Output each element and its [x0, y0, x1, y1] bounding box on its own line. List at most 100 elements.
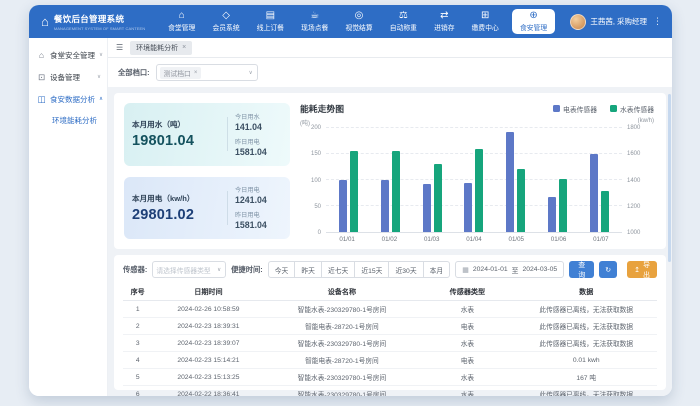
stall-select[interactable]: 测试档口 × ∨ [156, 64, 258, 81]
column-header: 传感器类型 [419, 283, 515, 301]
table-cell: 此传感器已离线，无法获取数据 [515, 386, 657, 397]
stats-chart-panel: 本月用水（吨）19801.04今日用水141.04昨日用电1581.04 本月用电… [114, 93, 666, 249]
nav-item-1[interactable]: ⌂食堂管理 [164, 9, 199, 34]
top-nav-menu: ⌂食堂管理 ◇会员系统 ▤线上订餐 ☕现场点餐 ◎视觉结算 ⚖自动称重 ⇄进销存 ⊞缴费中心 ⊕… [155, 5, 564, 38]
chart-grid: (吨) (kw/h) 050100150200 1000120014001600… [300, 118, 654, 245]
bar-group-01/01 [339, 128, 358, 232]
stat-title: 本月用电（kw/h） [132, 193, 220, 204]
more-menu-icon[interactable]: ⋮ [653, 16, 662, 27]
nav-item-2[interactable]: ◇会员系统 [208, 9, 243, 34]
tab-label: 环境能耗分析 [136, 43, 178, 53]
quick-time-button-3[interactable]: 近七天 [321, 261, 355, 278]
quick-time-button-2[interactable]: 昨天 [294, 261, 322, 278]
sidebar-item-1[interactable]: ⌂食堂安全管理∨ [29, 44, 107, 66]
column-header: 序号 [123, 283, 152, 301]
app-window: ⌂ 餐饮后台管理系统 MANAGEMENT SYSTEM OF SMART CA… [29, 5, 672, 396]
stat-side-value: 141.04 [235, 122, 267, 132]
table-cell: 6 [123, 386, 152, 397]
sensor-filter-label: 传感器: [123, 265, 147, 275]
export-button[interactable]: ↥ 导出 [627, 261, 657, 278]
legend-item[interactable]: 电表传感器 [553, 104, 597, 114]
table-cell: 2024-02-23 15:14:21 [152, 352, 264, 369]
refresh-button[interactable]: ↻ [599, 261, 617, 278]
nav-item-9[interactable]: ⊕食安管理 [512, 9, 555, 34]
bar-water [601, 191, 609, 232]
x-axis-label: 01/02 [382, 236, 397, 243]
vertical-scrollbar[interactable] [668, 94, 671, 262]
export-icon: ↥ [634, 266, 640, 274]
sidebar-item-label: 设备管理 [50, 72, 80, 83]
legend-label: 水表传感器 [620, 104, 654, 114]
table-cell: 智能水表-230329780-1号房间 [264, 301, 419, 318]
nav-item-5[interactable]: ◎视觉结算 [341, 9, 376, 34]
table-cell: 智能水表-230329780-1号房间 [264, 369, 419, 386]
logo-text: 餐饮后台管理系统 MANAGEMENT SYSTEM OF SMART CANT… [54, 13, 145, 31]
nav-item-8[interactable]: ⊞缴费中心 [468, 9, 503, 34]
legend-swatch [610, 105, 617, 112]
stat-main: 本月用电（kw/h）29801.02 [132, 193, 220, 223]
calendar-icon: ▦ [462, 266, 469, 274]
main-content: ☰ 环境能耗分析 × 全部档口: 测试档口 × ∨ [108, 38, 672, 396]
bar-group-01/02 [381, 128, 400, 232]
bar-water [517, 169, 525, 232]
app-subtitle: MANAGEMENT SYSTEM OF SMART CANTEEN [54, 26, 145, 31]
x-axis-label: 01/03 [424, 236, 439, 243]
chart-legend: 电表传感器 水表传感器 [553, 104, 654, 114]
table-body: 12024-02-26 10:58:59智能水表-230329780-1号房间水… [123, 301, 657, 397]
sidebar-item-label: 食安数据分析 [50, 94, 95, 105]
date-separator: 至 [512, 265, 519, 275]
sensor-data-table: 序号日期时间设备名称传感器类型数据 12024-02-26 10:58:59智能… [123, 283, 657, 396]
sensor-select[interactable]: 请选择传感器类型 ∨ [152, 261, 226, 278]
quick-time-button-6[interactable]: 本月 [423, 261, 451, 278]
nav-item-label: 现场点餐 [301, 22, 328, 32]
app-title: 餐饮后台管理系统 [54, 13, 145, 25]
chevron-down-icon: ∨ [97, 74, 101, 80]
online-order-icon: ▤ [266, 11, 275, 21]
quick-time-button-5[interactable]: 近30天 [388, 261, 423, 278]
quick-time-button-4[interactable]: 近15天 [354, 261, 389, 278]
x-axis-labels: 01/0101/0201/0301/0401/0501/0601/07 [326, 233, 622, 245]
bar-electric [339, 180, 347, 232]
stat-side-value: 1241.04 [235, 195, 267, 205]
stat-side-label: 今日用电 [235, 185, 267, 194]
user-chip[interactable]: 王茜茜, 采购经理 ⋮ [570, 14, 664, 30]
axis-tick: 50 [314, 204, 321, 210]
table-cell: 水表 [419, 301, 515, 318]
date-range-input[interactable]: ▦ 2024-01-01 至 2024-03-05 [455, 261, 564, 278]
x-axis-label: 01/01 [339, 236, 354, 243]
bar-group-01/06 [548, 128, 567, 232]
tab-close-icon[interactable]: × [182, 44, 186, 51]
sidebar-item-2[interactable]: ⊡设备管理∨ [29, 66, 107, 88]
x-axis-label: 01/06 [551, 236, 566, 243]
stat-card-1: 本月用水（吨）19801.04今日用水141.04昨日用电1581.04 [124, 103, 290, 166]
nav-item-3[interactable]: ▤线上订餐 [253, 9, 288, 34]
tab-env-analysis[interactable]: 环境能耗分析 × [130, 41, 192, 55]
stat-side-label: 今日用水 [235, 112, 267, 121]
quick-time-button-1[interactable]: 今天 [268, 261, 296, 278]
bar-electric [506, 132, 514, 232]
axis-tick: 150 [311, 151, 321, 157]
stat-side: 今日用水141.04昨日用电1581.04 [235, 112, 267, 157]
nav-item-4[interactable]: ☕现场点餐 [297, 9, 332, 34]
search-button[interactable]: 查询 [569, 261, 594, 278]
axis-spacer [300, 233, 326, 245]
table-cell: 水表 [419, 335, 515, 352]
x-axis-label: 01/04 [466, 236, 481, 243]
stat-side-value: 1581.04 [235, 220, 267, 230]
legend-item[interactable]: 水表传感器 [610, 104, 654, 114]
divider [227, 191, 228, 225]
table-cell: 2024-02-23 18:39:07 [152, 335, 264, 352]
table-row: 42024-02-23 15:14:21智能电表-28720-1号房间电表0.0… [123, 352, 657, 369]
sidebar-item-3[interactable]: ◫食安数据分析∧ [29, 88, 107, 110]
nav-item-6[interactable]: ⚖自动称重 [386, 9, 421, 34]
app-body: ⌂食堂安全管理∨⊡设备管理∨◫食安数据分析∧环境能耗分析 ☰ 环境能耗分析 × … [29, 38, 672, 396]
sidebar-subitem-env-analysis[interactable]: 环境能耗分析 [29, 110, 107, 130]
axis-tick: 200 [311, 125, 321, 131]
nav-item-7[interactable]: ⇄进销存 [430, 9, 458, 34]
tag-close-icon[interactable]: × [194, 70, 198, 76]
bar-group-01/05 [506, 128, 525, 232]
nav-item-label: 会员系统 [212, 22, 239, 32]
chevron-down-icon: ∨ [99, 52, 103, 58]
bar-water [350, 151, 358, 232]
collapse-sidebar-icon[interactable]: ☰ [116, 43, 123, 52]
